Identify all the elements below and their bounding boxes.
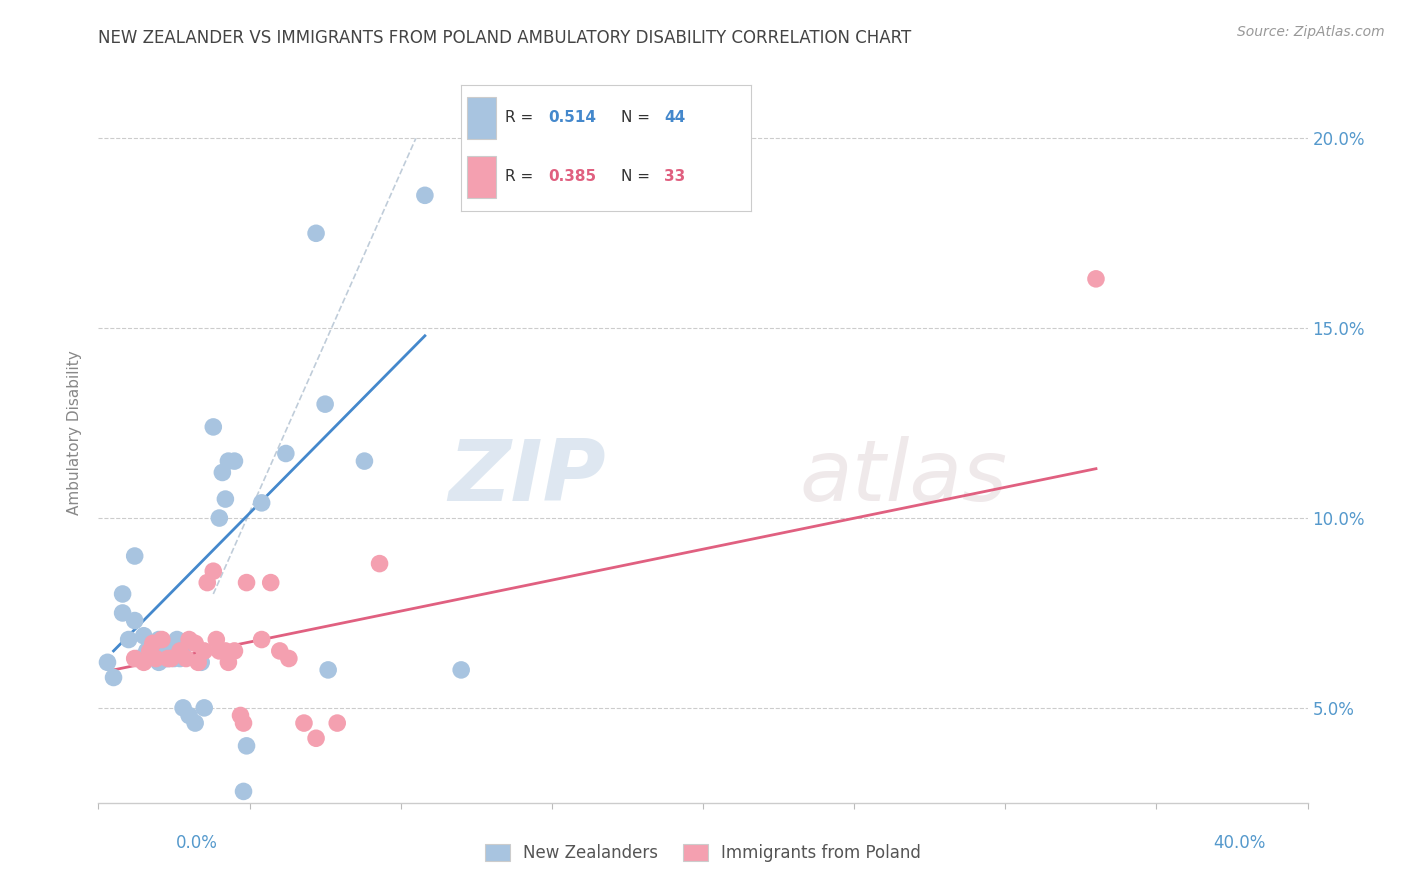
Point — [235, 575, 257, 590]
Point — [172, 701, 194, 715]
Point — [169, 644, 191, 658]
Point — [260, 575, 283, 590]
Point — [148, 632, 170, 647]
Point — [305, 227, 328, 241]
Point — [160, 651, 183, 665]
Point — [195, 575, 218, 590]
Point — [224, 644, 246, 658]
Point — [353, 454, 375, 468]
Point — [166, 632, 188, 647]
Point — [214, 644, 236, 658]
Point — [314, 397, 336, 411]
Point — [124, 651, 146, 665]
Point — [153, 651, 176, 665]
Text: 40.0%: 40.0% — [1213, 834, 1265, 852]
Point — [202, 420, 225, 434]
Point — [224, 454, 246, 468]
Point — [190, 656, 212, 670]
Point — [250, 632, 273, 647]
Point — [184, 716, 207, 731]
Point — [135, 644, 157, 658]
Point — [124, 614, 146, 628]
Point — [1085, 272, 1108, 286]
Point — [127, 651, 149, 665]
Point — [229, 708, 252, 723]
Point — [156, 651, 179, 665]
Point — [160, 644, 183, 658]
Point — [202, 564, 225, 578]
Point — [305, 731, 328, 746]
Point — [232, 716, 254, 731]
Point — [111, 587, 134, 601]
Point — [118, 632, 141, 647]
Point — [139, 648, 162, 662]
Point — [269, 644, 291, 658]
Point — [148, 656, 170, 670]
Point — [217, 656, 239, 670]
Point — [316, 663, 339, 677]
Point — [277, 651, 299, 665]
Text: atlas: atlas — [800, 435, 1008, 518]
Text: ZIP: ZIP — [449, 435, 606, 518]
Point — [208, 511, 231, 525]
Point — [193, 701, 215, 715]
Point — [184, 636, 207, 650]
Point — [450, 663, 472, 677]
Point — [132, 656, 155, 670]
Point — [142, 640, 165, 654]
Point — [139, 644, 162, 658]
Legend: New Zealanders, Immigrants from Poland: New Zealanders, Immigrants from Poland — [478, 837, 928, 869]
Point — [142, 636, 165, 650]
Point — [274, 446, 297, 460]
Point — [292, 716, 315, 731]
Point — [132, 629, 155, 643]
Text: Source: ZipAtlas.com: Source: ZipAtlas.com — [1237, 25, 1385, 39]
Point — [205, 632, 228, 647]
Point — [163, 651, 186, 665]
Point — [179, 708, 201, 723]
Point — [145, 651, 167, 665]
Point — [124, 549, 146, 563]
Point — [208, 644, 231, 658]
Point — [187, 656, 209, 670]
Point — [193, 644, 215, 658]
Point — [150, 632, 173, 647]
Point — [156, 651, 179, 665]
Point — [96, 656, 118, 670]
Point — [172, 648, 194, 662]
Point — [150, 636, 173, 650]
Point — [145, 644, 167, 658]
Point — [368, 557, 391, 571]
Text: NEW ZEALANDER VS IMMIGRANTS FROM POLAND AMBULATORY DISABILITY CORRELATION CHART: NEW ZEALANDER VS IMMIGRANTS FROM POLAND … — [98, 29, 911, 47]
Point — [103, 671, 125, 685]
Point — [179, 632, 201, 647]
Y-axis label: Ambulatory Disability: Ambulatory Disability — [67, 351, 83, 515]
Text: 0.0%: 0.0% — [176, 834, 218, 852]
Point — [326, 716, 349, 731]
Point — [413, 188, 436, 202]
Point — [232, 784, 254, 798]
Point — [211, 466, 233, 480]
Point — [235, 739, 257, 753]
Point — [111, 606, 134, 620]
Point — [169, 651, 191, 665]
Point — [174, 651, 197, 665]
Point — [250, 496, 273, 510]
Point — [217, 454, 239, 468]
Point — [214, 491, 236, 506]
